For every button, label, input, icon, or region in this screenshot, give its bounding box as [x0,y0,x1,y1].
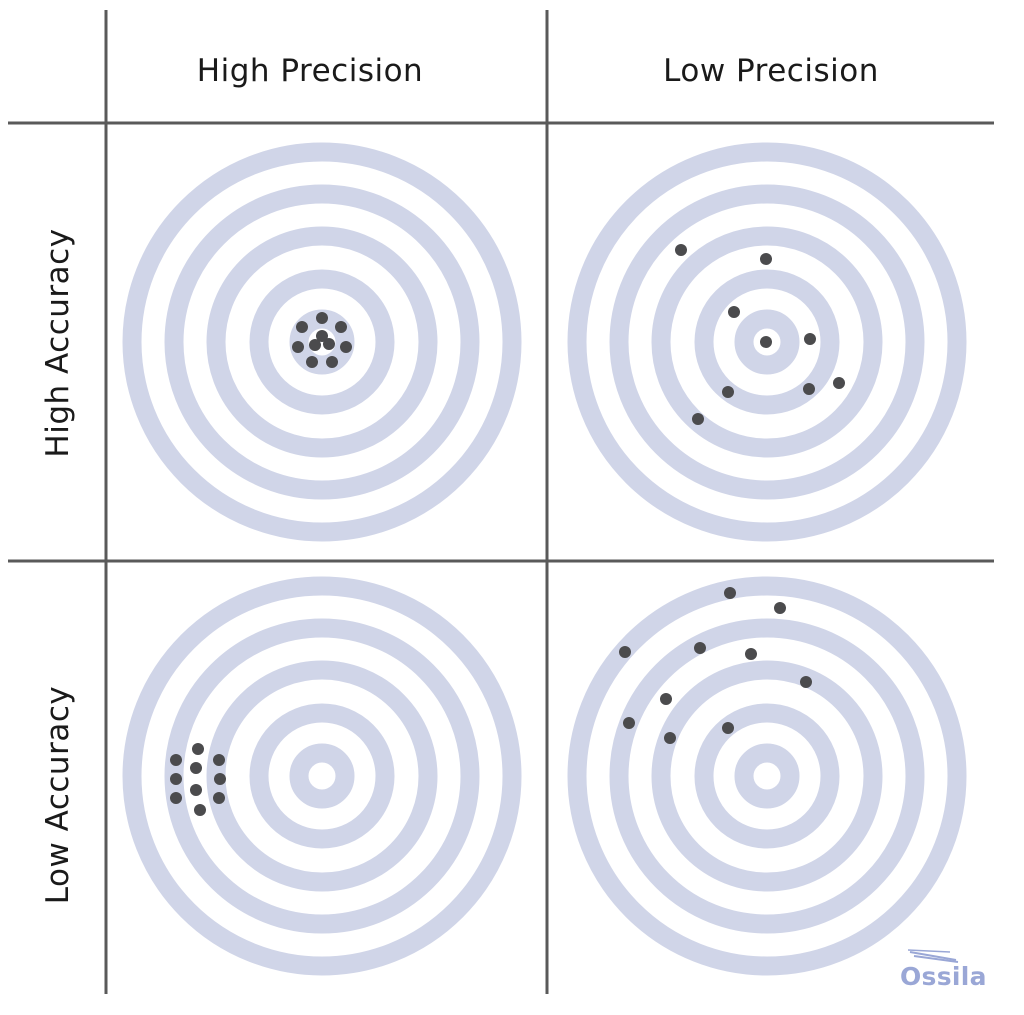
target-ring-4 [609,618,925,934]
target-ring-3 [651,226,883,458]
shot-dot [335,321,347,333]
shot-dot [760,336,772,348]
shot-dot [316,312,328,324]
target-ring-5 [122,142,522,542]
target-ring-2 [249,703,395,849]
shot-dot [309,339,321,351]
shot-dot [170,792,182,804]
shot-dot [296,321,308,333]
shot-dot [214,773,226,785]
target-ring-1 [289,743,355,809]
shot-dot [692,413,704,425]
shot-dot [170,773,182,785]
shot-dot [340,341,352,353]
ossila-logo: Ossila [896,949,1006,994]
target-ring-2 [249,269,395,415]
shot-dot [316,330,328,342]
logo-text: Ossila [900,962,987,991]
target-low-accuracy-low-precision [567,576,967,976]
shot-dot [675,244,687,256]
shot-dot [803,383,815,395]
shot-dot [722,386,734,398]
shot-dot [306,356,318,368]
target-ring-4 [164,184,480,500]
shot-dot [728,306,740,318]
logo-swoosh-icon [908,949,959,963]
shot-dot [664,732,676,744]
target-ring-4 [609,184,925,500]
shot-dot [190,784,202,796]
shot-dot [213,754,225,766]
shot-dot [724,587,736,599]
shot-dot [800,676,812,688]
shot-dot [774,602,786,614]
shot-dot [760,253,772,265]
shot-dot [213,792,225,804]
target-ring-1 [734,743,800,809]
target-ring-5 [122,576,522,976]
shot-dot [192,743,204,755]
target-low-accuracy-high-precision [122,576,522,976]
target-ring-2 [694,269,840,415]
shot-dot [804,333,816,345]
target-ring-2 [694,703,840,849]
shot-dot [190,762,202,774]
shot-dot [833,377,845,389]
target-ring-3 [206,226,438,458]
column-header-high-precision: High Precision [196,53,424,89]
target-high-accuracy-low-precision [567,142,967,542]
shot-dot [326,356,338,368]
grid-lines [8,10,994,994]
shot-dot [660,693,672,705]
shot-dot [623,717,635,729]
shot-dot [722,722,734,734]
target-high-accuracy-high-precision [122,142,522,542]
shot-dot [619,646,631,658]
target-ring-3 [651,660,883,892]
shot-dot [194,804,206,816]
shot-dot [323,338,335,350]
shot-dot [292,341,304,353]
shot-dot [745,648,757,660]
column-header-low-precision: Low Precision [663,53,879,89]
target-ring-5 [567,576,967,976]
target-ring-3 [206,660,438,892]
target-ring-5 [567,142,967,542]
shot-dot [694,642,706,654]
shot-dot [170,754,182,766]
target-ring-1 [734,309,800,375]
